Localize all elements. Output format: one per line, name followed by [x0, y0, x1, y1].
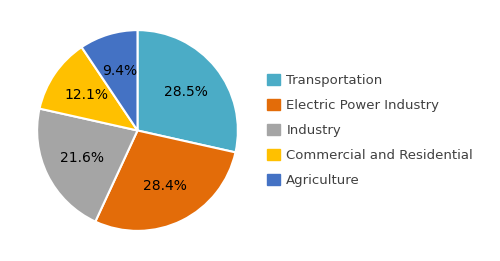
- Wedge shape: [96, 130, 235, 231]
- Wedge shape: [37, 109, 138, 222]
- Wedge shape: [82, 30, 138, 130]
- Wedge shape: [40, 47, 138, 130]
- Text: 28.4%: 28.4%: [143, 179, 187, 193]
- Text: 12.1%: 12.1%: [64, 88, 108, 102]
- Text: 21.6%: 21.6%: [60, 151, 104, 165]
- Text: 28.5%: 28.5%: [164, 85, 208, 99]
- Legend: Transportation, Electric Power Industry, Industry, Commercial and Residential, A: Transportation, Electric Power Industry,…: [266, 74, 473, 187]
- Text: 9.4%: 9.4%: [102, 64, 137, 78]
- Wedge shape: [138, 30, 238, 152]
